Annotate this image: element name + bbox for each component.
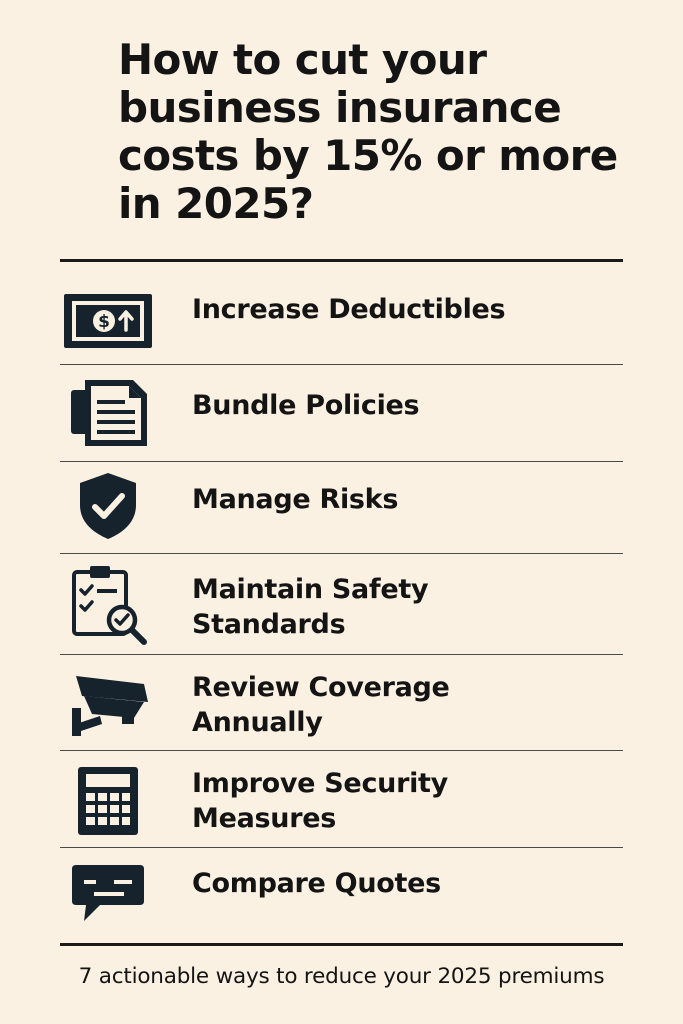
item-label-manage-risks: Manage Risks [192,484,399,515]
shield-check-icon [60,470,156,542]
item-label-compare-quotes: Compare Quotes [192,868,441,899]
divider [60,654,623,656]
bottom-divider [60,943,623,946]
clipboard-search-icon [60,562,156,646]
divider [60,364,623,366]
security-camera-icon [60,666,156,740]
item-label-review-coverage-annually: Review Coverage Annually [192,672,450,738]
top-divider [60,259,623,262]
item-label-improve-security-measures: Improve Security Measures [192,768,448,834]
divider [60,847,623,849]
item-label-bundle-policies: Bundle Policies [192,390,420,421]
money-bill-icon: $ [60,288,156,354]
divider [60,750,623,752]
divider [60,553,623,555]
documents-icon [60,376,156,450]
chat-bubble-icon [60,860,156,926]
calculator-icon [60,764,156,838]
item-label-maintain-safety-standards: Maintain Safety Standards [192,574,429,640]
svg-text:$: $ [98,312,110,332]
page-title: How to cut your business insurance costs… [118,35,618,228]
divider [60,461,623,463]
item-label-increase-deductibles: Increase Deductibles [192,294,506,325]
footer-caption: 7 actionable ways to reduce your 2025 pr… [78,964,605,989]
